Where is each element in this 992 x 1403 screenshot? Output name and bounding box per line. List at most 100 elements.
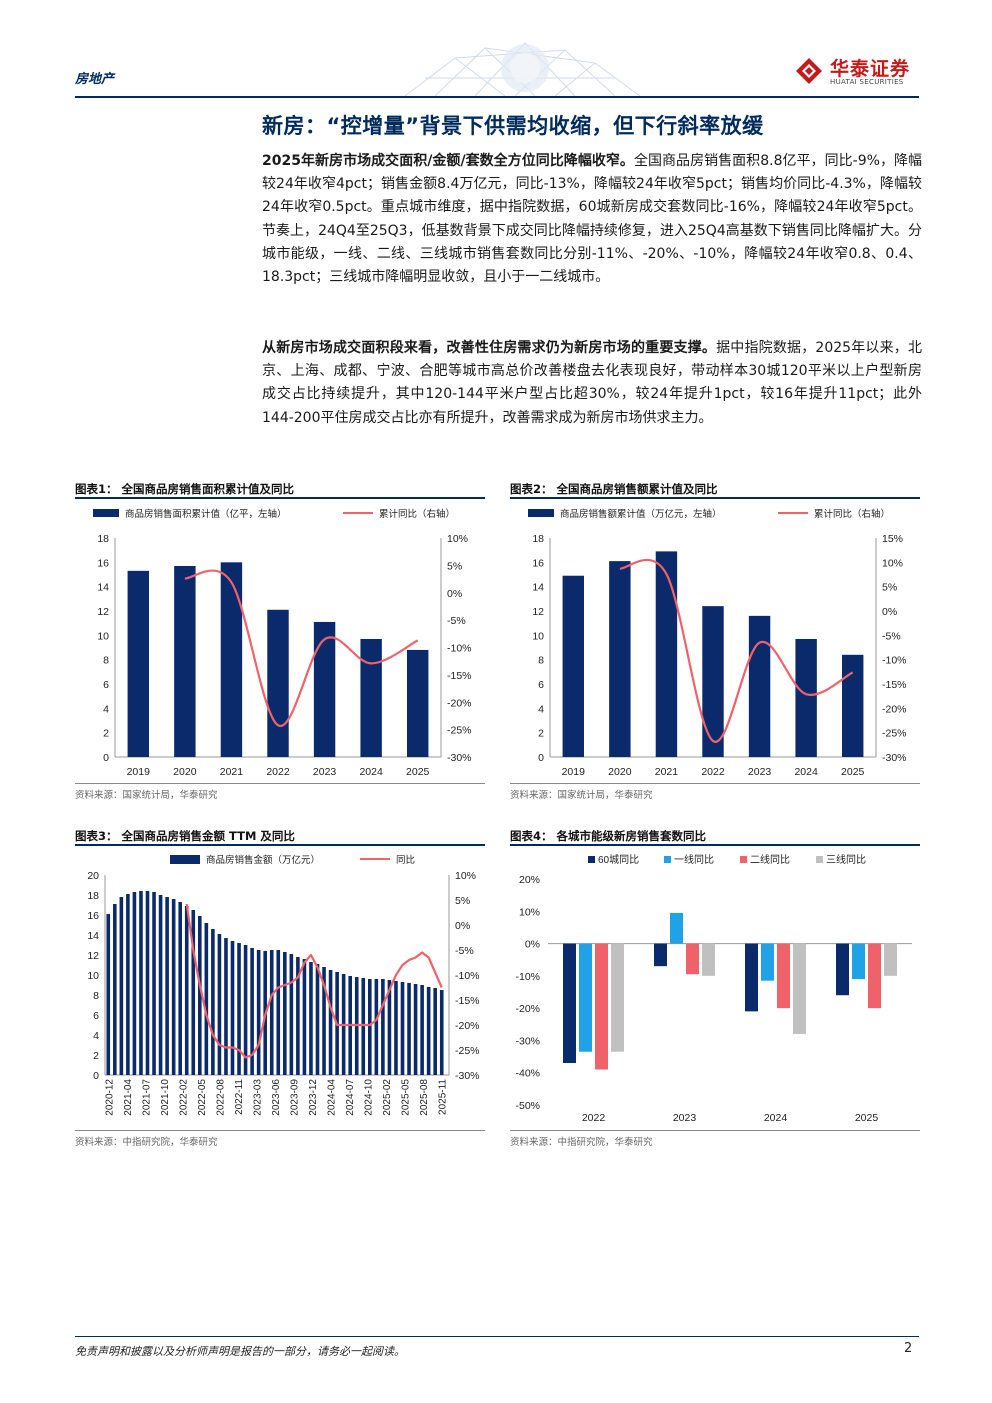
figure-3-source: 资料来源：中指研究院，华泰研究 — [75, 1137, 218, 1148]
y-right-tick-label: -10% — [455, 970, 480, 982]
bar — [230, 941, 235, 1075]
bar — [165, 897, 169, 1075]
bar — [243, 945, 248, 1075]
y-right-tick-label: -30% — [455, 1070, 480, 1082]
x-tick-label: 2021 — [655, 766, 679, 778]
figure-1-chart: 商品房销售面积累计值（亿平，左轴） 累计同比（右轴） 0 2 4 6 8 10 12 14 16 18… — [93, 508, 472, 778]
x-tick-label: 2022 — [701, 766, 725, 778]
y-right-tick-label: -25% — [447, 725, 472, 737]
yoy-line — [619, 558, 854, 743]
bar — [868, 943, 881, 1009]
bar — [702, 606, 724, 757]
legend-swatch — [740, 856, 747, 863]
y-right-tick-label: 5% — [882, 582, 897, 594]
header-rule — [75, 96, 919, 98]
x-tick-label: 2023-09 — [290, 1079, 301, 1116]
bar — [132, 892, 137, 1075]
y-right-tick-label: -15% — [882, 679, 907, 691]
sector-label: 房地产 — [75, 72, 115, 87]
bar — [595, 943, 608, 1070]
y-left-tick-label: 0 — [93, 1070, 99, 1082]
legend-line-label: 累计同比（右轴） — [814, 508, 890, 520]
x-tick-label: 2019 — [127, 766, 151, 778]
y-tick-label: -30% — [515, 1035, 540, 1047]
x-tick-label: 2024 — [359, 766, 383, 778]
y-left-tick-label: 16 — [87, 910, 99, 922]
y-right-tick-label: -5% — [882, 630, 901, 642]
y-right-tick-label: -25% — [455, 1045, 480, 1057]
x-tick-label: 2023-12 — [308, 1079, 319, 1116]
legend-swatch — [664, 856, 671, 863]
bar — [655, 551, 678, 757]
y-left-tick-label: 8 — [538, 655, 544, 667]
y-left-tick-label: 4 — [103, 703, 109, 715]
y-left-tick-label: 20 — [87, 870, 99, 882]
x-tick-label: 2024-04 — [327, 1079, 338, 1116]
figure-4-title: 图表4： 各城市能级新房销售套数同比 — [510, 829, 707, 843]
bar — [256, 950, 261, 1075]
y-left-tick-label: 12 — [97, 606, 109, 618]
legend-label: 三线同比 — [826, 853, 866, 866]
bar — [611, 943, 624, 1052]
bar — [761, 943, 774, 981]
bar — [381, 979, 385, 1075]
y-left-tick-label: 10 — [87, 970, 99, 982]
bar — [250, 948, 254, 1075]
figure-2-source: 资料来源：国家统计局，华泰研究 — [510, 790, 653, 801]
bar — [171, 899, 176, 1075]
bar — [313, 621, 336, 757]
bar — [267, 609, 289, 757]
huatai-logo-icon — [796, 58, 822, 84]
bar — [793, 943, 806, 1034]
paragraph-1-lead: 2025年新房市场成交面积/金额/套数全方位同比降幅收窄。 — [262, 153, 634, 169]
x-tick-label: 2022-02 — [178, 1079, 189, 1116]
y-left-tick-label: 14 — [97, 582, 109, 594]
x-tick-label: 2024-10 — [364, 1079, 375, 1116]
y-left-tick-label: 12 — [87, 950, 99, 962]
bar — [433, 988, 437, 1075]
paragraph-1: 2025年新房市场成交面积/金额/套数全方位同比降幅收窄。全国商品房销售面积8.… — [262, 150, 922, 289]
bar — [328, 970, 333, 1075]
y-right-tick-label: 10% — [882, 557, 903, 569]
y-left-tick-label: 8 — [93, 990, 99, 1002]
figure-4-chart: 60城同比 一线同比 二线同比 三线同比 -50% -40% -30% -20% -10% 0% 1… — [515, 853, 912, 1124]
bar — [224, 938, 228, 1075]
logo-text-cn: 华泰证券 — [830, 58, 911, 80]
y-right-tick-label: 0% — [882, 606, 897, 618]
bar — [126, 894, 130, 1075]
figure-4-source: 资料来源：中指研究院，华泰研究 — [510, 1137, 653, 1148]
x-tick-label: 2021-04 — [123, 1079, 134, 1116]
y-left-tick-label: 4 — [93, 1030, 99, 1042]
y-left-tick-label: 10 — [532, 630, 544, 642]
bar — [119, 897, 124, 1075]
y-right-tick-label: 0% — [447, 588, 462, 600]
x-tick-label: 2023 — [673, 1112, 697, 1124]
bar — [296, 957, 300, 1075]
figure-1-source: 资料来源：国家统计局，华泰研究 — [75, 790, 218, 801]
bar — [670, 912, 683, 944]
bar — [322, 967, 326, 1075]
x-tick-label: 2023 — [313, 766, 337, 778]
bar — [360, 638, 382, 757]
y-left-tick-label: 6 — [93, 1010, 99, 1022]
x-tick-label: 2020 — [173, 766, 197, 778]
bar — [368, 979, 372, 1075]
y-right-tick-label: -5% — [447, 615, 466, 627]
x-tick-label: 2023 — [748, 766, 772, 778]
bar — [139, 891, 143, 1075]
bar — [217, 934, 222, 1075]
x-tick-label: 2019 — [562, 766, 586, 778]
footer-disclaimer: 免责声明和披露以及分析师声明是报告的一部分，请务必一起阅读。 — [75, 1345, 405, 1358]
bar — [745, 943, 758, 1012]
figure-3-rule — [75, 844, 485, 846]
y-right-tick-label: 5% — [455, 895, 470, 907]
bar — [836, 943, 849, 996]
legend-swatch — [816, 856, 823, 863]
legend-bar-swatch — [528, 509, 554, 517]
y-left-tick-label: 14 — [87, 930, 99, 942]
bar — [158, 895, 163, 1075]
y-tick-label: -50% — [515, 1100, 540, 1112]
logo-text-en: HUATAI SECURITIES — [830, 78, 904, 86]
y-right-tick-label: 5% — [447, 560, 462, 572]
x-tick-label: 2025-08 — [419, 1079, 430, 1116]
